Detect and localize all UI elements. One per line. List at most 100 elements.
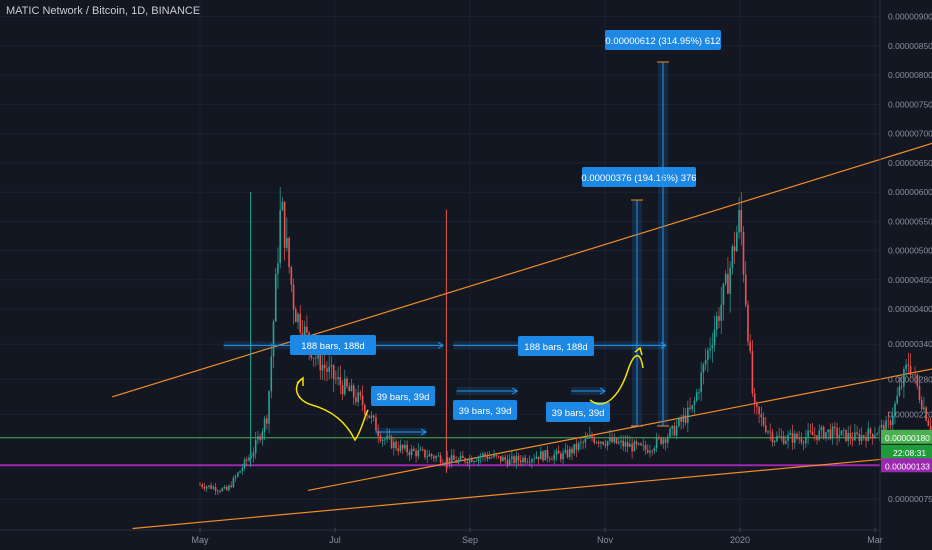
candle-body — [499, 455, 502, 462]
candle-body — [475, 460, 478, 462]
candle-body — [798, 438, 800, 440]
candle-body — [208, 485, 210, 487]
candle-body — [640, 443, 642, 446]
candle-body — [542, 451, 544, 461]
candle-body — [528, 461, 531, 463]
measure-39d-c-arrow — [599, 387, 606, 395]
measure-188d-a-label: 188 bars, 188d — [301, 341, 364, 352]
candle-body — [776, 435, 778, 441]
candle-body — [297, 313, 299, 323]
candle-body — [312, 357, 315, 359]
candle-body — [214, 487, 217, 491]
candle-body — [557, 450, 560, 454]
candle-body — [230, 485, 232, 488]
candle-body — [217, 490, 219, 492]
candle-body — [364, 405, 366, 415]
candle-body — [448, 457, 451, 464]
candle-body — [905, 364, 907, 370]
candle-body — [682, 415, 685, 422]
candle-body — [441, 462, 444, 464]
candle-body — [577, 443, 580, 450]
candle-body — [375, 417, 377, 431]
candle-body — [807, 430, 809, 437]
candle-body — [818, 430, 821, 440]
candle-body — [573, 443, 576, 454]
candle-body — [854, 432, 856, 441]
candle-body — [321, 364, 324, 371]
candle-body — [831, 426, 834, 439]
candle-body — [482, 453, 484, 457]
candle-body — [406, 444, 408, 453]
candle-body — [359, 392, 362, 396]
candle-body — [611, 437, 613, 443]
candle-body — [874, 435, 876, 438]
hand-drawn-arrow-a — [296, 376, 304, 386]
hand-drawn-curve-b — [589, 355, 644, 405]
candle-body — [642, 445, 645, 446]
candle-body — [279, 210, 281, 264]
candle-body — [277, 263, 279, 274]
candle-body — [749, 341, 751, 352]
candle-body — [769, 431, 772, 433]
candle-body — [466, 461, 469, 464]
candle-body — [593, 438, 596, 443]
candle-body — [738, 210, 740, 233]
candle-body — [524, 457, 527, 463]
candle-body — [462, 455, 464, 459]
candle-body — [664, 439, 667, 443]
candle-body — [758, 406, 760, 415]
candle-body — [392, 441, 395, 449]
candle-body — [885, 420, 887, 434]
measure-39d-b-label-box — [453, 400, 517, 420]
candle-body — [894, 403, 896, 417]
candle-body — [669, 428, 671, 437]
candle-body — [687, 407, 689, 423]
level-price-label: 0.00000133 — [885, 461, 930, 471]
current-time-label: 22:08:31 — [893, 448, 926, 458]
candle-body — [620, 440, 622, 443]
candle-body — [586, 438, 589, 439]
candle-body — [386, 435, 388, 440]
candle-body — [629, 443, 631, 447]
candle-body — [920, 400, 923, 410]
candle-body — [497, 455, 500, 457]
candle-body — [537, 456, 540, 460]
candle-body — [210, 485, 212, 489]
candle-body — [368, 415, 371, 418]
measure-39d-c-label-box — [546, 402, 610, 422]
trendlines — [112, 142, 932, 530]
candle-body — [223, 486, 226, 489]
candle-body — [900, 386, 903, 388]
candle-body — [675, 426, 678, 436]
candle-body — [796, 433, 798, 439]
candle-body — [504, 457, 506, 461]
candle-body — [604, 444, 607, 446]
candle-body — [477, 457, 480, 461]
y-tick-label: 0.00000500 — [888, 246, 932, 256]
candle-body — [568, 448, 571, 457]
candle-body — [756, 402, 758, 407]
candle-body — [252, 452, 255, 457]
candle-body — [415, 450, 417, 457]
candle-body — [689, 407, 691, 409]
candle-body — [306, 326, 308, 333]
candle-body — [813, 435, 816, 436]
candle-body — [526, 461, 529, 463]
candle-body — [698, 392, 700, 393]
candle-body — [751, 351, 754, 394]
candle-body — [829, 429, 832, 439]
candle-body — [918, 385, 921, 401]
candle-body — [896, 395, 899, 404]
candle-body — [221, 488, 224, 491]
candle-body — [372, 415, 375, 418]
candle-body — [851, 438, 854, 441]
measure-188d-b-label-box — [518, 336, 594, 356]
candle-body — [680, 418, 682, 422]
measure-39d-a-arrow — [420, 428, 428, 436]
candle-body — [767, 431, 769, 433]
candle-body — [602, 441, 604, 445]
candle-body — [270, 356, 273, 392]
y-tick-label: 0.00000900 — [888, 12, 932, 22]
measure-39d-b-label: 39 bars, 39d — [459, 406, 512, 417]
